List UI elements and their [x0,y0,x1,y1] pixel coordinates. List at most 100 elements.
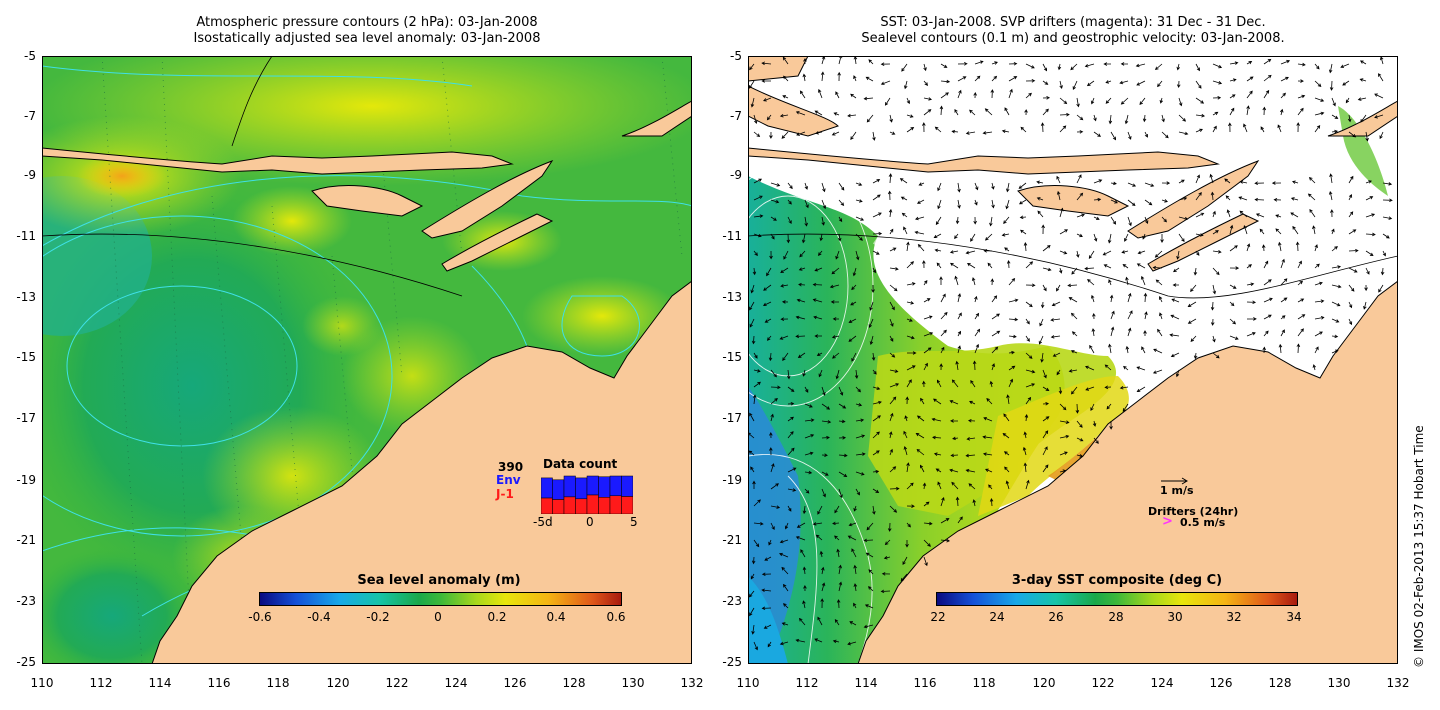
velocity-arrow [1023,462,1028,473]
velocity-arrow [753,131,761,138]
velocity-arrow [937,481,942,490]
velocity-arrow [932,435,942,440]
velocity-arrow [1084,266,1095,271]
velocity-arrow [939,276,943,285]
velocity-arrow [1314,316,1325,320]
right-x-tick: 114 [854,676,878,690]
velocity-arrow [1195,233,1204,237]
left-y-tick: -19 [16,473,36,487]
velocity-arrow [1365,232,1376,237]
velocity-arrow [1024,414,1029,422]
drifter-arrow-icon: > [1162,514,1173,529]
velocity-arrow [869,301,874,311]
velocity-arrow [782,56,789,65]
velocity-arrow [1042,464,1049,473]
velocity-arrow [917,243,925,252]
velocity-arrow [1365,131,1369,142]
velocity-arrow [1239,210,1248,218]
velocity-arrow [1161,181,1171,185]
velocity-arrow [1025,396,1032,405]
velocity-arrow [1212,335,1216,343]
velocity-arrow [767,641,772,648]
velocity-arrow [951,379,959,388]
velocity-arrow [781,622,789,626]
velocity-arrow [1173,267,1180,273]
velocity-arrow [940,311,948,320]
velocity-arrow [940,329,947,337]
velocity-arrow [1262,346,1266,354]
velocity-arrow [761,588,772,593]
velocity-arrow [1296,122,1300,133]
velocity-arrow [1212,267,1220,276]
velocity-arrow [770,199,780,204]
velocity-arrow [1137,250,1146,255]
velocity-arrow [1314,97,1325,102]
velocity-arrow [834,619,840,626]
velocity-arrow [836,548,840,558]
velocity-arrow [965,250,976,255]
velocity-arrow [1003,216,1010,225]
velocity-arrow [923,97,933,101]
right-x-tick: 112 [795,676,819,690]
velocity-arrow [923,521,933,526]
velocity-arrow [753,381,761,388]
velocity-arrow [751,335,756,345]
velocity-arrow [1076,250,1080,258]
velocity-arrow [1008,317,1019,322]
left-y-tick: -21 [16,533,36,547]
velocity-arrow [1059,125,1067,133]
velocity-arrow [970,233,976,242]
velocity-arrow [787,386,795,393]
velocity-arrow [1314,331,1323,337]
velocity-arrow [922,380,926,388]
velocity-arrow [1331,114,1339,119]
velocity-arrow [804,451,814,456]
velocity-arrow [1330,209,1334,218]
velocity-arrow [748,450,755,456]
velocity-arrow [982,452,993,456]
velocity-arrow [1089,344,1095,354]
data-count-j1-bar [541,497,553,514]
velocity-arrow [889,369,899,373]
right-x-tick: 128 [1268,676,1292,690]
velocity-arrow [803,584,807,592]
velocity-arrow [761,572,772,576]
velocity-arrow [989,216,993,227]
velocity-arrow [821,488,826,498]
velocity-arrow [1226,209,1231,218]
velocity-arrow [902,556,908,566]
velocity-arrow [1042,108,1049,116]
velocity-arrow [1348,318,1353,326]
velocity-arrow [984,233,993,241]
australia-land [857,280,1398,664]
velocity-arrow [1178,196,1188,201]
velocity-arrow [1297,62,1306,67]
velocity-arrow [1161,199,1168,203]
right-y-tick: -21 [722,533,742,547]
velocity-arrow [1008,350,1015,355]
velocity-arrow [1195,80,1202,89]
velocity-arrow [936,262,942,269]
velocity-arrow [1297,328,1304,337]
velocity-arrow [990,89,995,99]
velocity-arrow [749,301,755,311]
velocity-arrow [854,369,859,379]
velocity-arrow [1093,131,1101,137]
velocity-arrow [1127,327,1132,337]
velocity-arrow [1159,312,1163,320]
velocity-arrow [1348,131,1357,138]
velocity-arrow [1127,292,1132,303]
velocity-arrow [783,583,789,592]
sla-colorbar-tick: -0.4 [307,610,331,624]
velocity-arrow [1263,279,1272,286]
velocity-arrow [900,573,908,582]
velocity-arrow [906,114,914,118]
velocity-arrow [984,108,993,116]
velocity-arrow [889,352,896,358]
left-x-tick: 130 [621,676,645,690]
velocity-arrow [1025,261,1034,269]
velocity-arrow [923,501,930,507]
velocity-arrow [1260,126,1265,133]
data-count-title: Data count [543,457,618,471]
sla-colorbar-tick: 0.6 [606,610,626,624]
